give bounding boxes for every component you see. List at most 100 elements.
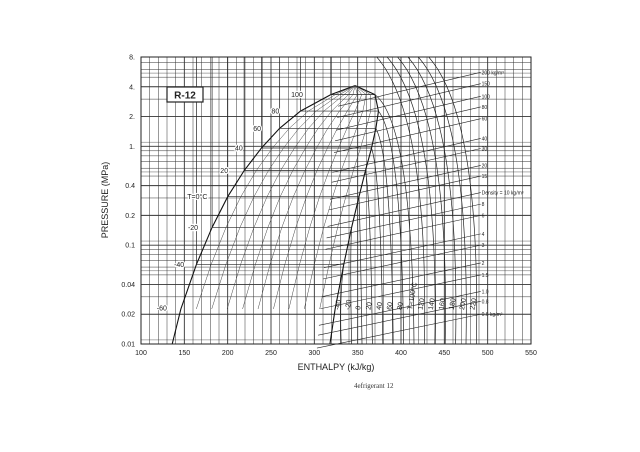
quality-line	[211, 85, 356, 310]
density-label: 2	[482, 261, 485, 267]
saturation-temp-label: -20	[188, 225, 198, 232]
isotherm-label: -20	[345, 299, 354, 310]
density-label: 80	[482, 105, 488, 111]
isotherm-label: 200	[459, 298, 468, 311]
density-line	[337, 83, 481, 118]
x-tick-label: 500	[482, 350, 494, 357]
quality-line	[288, 85, 363, 310]
quality-line	[273, 85, 358, 310]
density-label: 6	[482, 213, 485, 219]
isotherm-label: T=100°C	[406, 282, 419, 311]
isotherm-line	[261, 57, 384, 345]
saturation-temp-label: 80	[271, 109, 279, 116]
density-label: 8	[482, 202, 485, 208]
density-line	[335, 106, 481, 142]
density-line	[326, 203, 481, 239]
saturation-temp-label: 60	[253, 126, 261, 133]
density-line	[335, 96, 481, 131]
density-line	[327, 192, 481, 227]
density-line	[318, 291, 481, 326]
quality-line	[257, 85, 356, 310]
y-tick-label: 8.	[129, 55, 135, 62]
saturation-temp-label: 20	[220, 168, 228, 175]
x-tick-label: 100	[135, 350, 147, 357]
labels: 100 150 200 250 300 350 400 450 500 5500.010.020.…	[121, 55, 537, 358]
isotherm-line	[300, 57, 404, 345]
chart-title: R-12	[174, 91, 196, 102]
density-label: 150	[482, 82, 491, 88]
x-tick-label: 400	[395, 350, 407, 357]
density-label: 60	[482, 117, 488, 123]
density-label: 200 kg/m³	[482, 70, 505, 76]
saturation-temp-label: -40	[174, 262, 184, 269]
y-tick-label: 2.	[129, 114, 135, 121]
title-box: R-12	[166, 86, 204, 103]
density-line	[316, 313, 481, 349]
density-label: 0.6 kg/m³	[482, 312, 503, 318]
x-tick-label: 200	[222, 350, 234, 357]
isotherm-label: 0	[355, 305, 363, 310]
y-axis-label: PRESSURE (MPa)	[100, 162, 110, 239]
density-label: 1.0	[482, 289, 489, 295]
y-tick-label: 4.	[129, 84, 135, 91]
isotherm-line	[376, 56, 426, 345]
quality-line	[196, 85, 356, 310]
isotherm-label: 140	[428, 298, 437, 311]
caption: 4efrigerant 12	[354, 382, 394, 390]
isotherm-label: 120	[417, 298, 426, 311]
density-line	[332, 138, 481, 173]
density-label: 100	[482, 94, 491, 100]
density-line	[325, 215, 481, 250]
x-tick-label: 250	[265, 350, 277, 357]
quality-line	[319, 85, 371, 310]
density-label: 30	[482, 146, 488, 152]
density-line	[331, 148, 481, 183]
saturation-temp-label: 100	[291, 92, 303, 99]
isotherm-line	[428, 56, 478, 345]
x-tick-label: 350	[352, 350, 364, 357]
density-line	[334, 118, 481, 153]
density-line	[338, 72, 481, 107]
isotherm-line	[407, 56, 457, 345]
density-label: Density = 10 kg/m³	[482, 191, 524, 197]
y-tick-label: 0.02	[121, 312, 135, 319]
isotherm-label: 160	[438, 298, 447, 311]
isotherm-line	[196, 57, 345, 345]
isotherm-label: 60	[386, 302, 394, 311]
curves	[171, 56, 481, 349]
isotherm-label: 80	[397, 302, 405, 311]
y-tick-label: 0.01	[121, 342, 135, 349]
density-line	[318, 301, 481, 336]
isotherm-line	[211, 57, 352, 345]
x-tick-label: 150	[178, 350, 190, 357]
density-line	[320, 274, 481, 310]
density-label: 3	[482, 243, 485, 249]
isotherm-label: -40	[334, 299, 343, 310]
isotherm-label: 180	[449, 298, 458, 311]
x-tick-label: 450	[438, 350, 450, 357]
y-tick-label: 0.2	[125, 213, 135, 220]
density-line	[323, 233, 481, 269]
plot-frame	[140, 56, 532, 345]
density-label: 20	[482, 163, 488, 169]
density-label: 40	[482, 136, 488, 142]
isotherm-label: 20	[365, 302, 373, 311]
x-tick-label: 550	[525, 350, 537, 357]
quality-line	[304, 85, 367, 310]
x-axis-label: ENTHALPY (kJ/kg)	[298, 362, 375, 372]
saturation-temp-label: T=0°C	[187, 193, 207, 201]
y-tick-label: 0.04	[121, 282, 135, 289]
density-line	[321, 262, 481, 298]
quality-line	[242, 85, 356, 310]
isotherm-line	[418, 56, 467, 345]
y-tick-label: 1.	[129, 144, 135, 151]
density-label: 1.5	[482, 273, 489, 279]
density-label: 15	[482, 174, 488, 180]
isotherm-label: 40	[376, 302, 384, 311]
density-line	[322, 244, 481, 280]
isotherm-line	[227, 57, 363, 345]
isotherm-label: 220	[469, 298, 478, 311]
density-line	[328, 175, 481, 211]
density-label: 4	[482, 232, 485, 238]
